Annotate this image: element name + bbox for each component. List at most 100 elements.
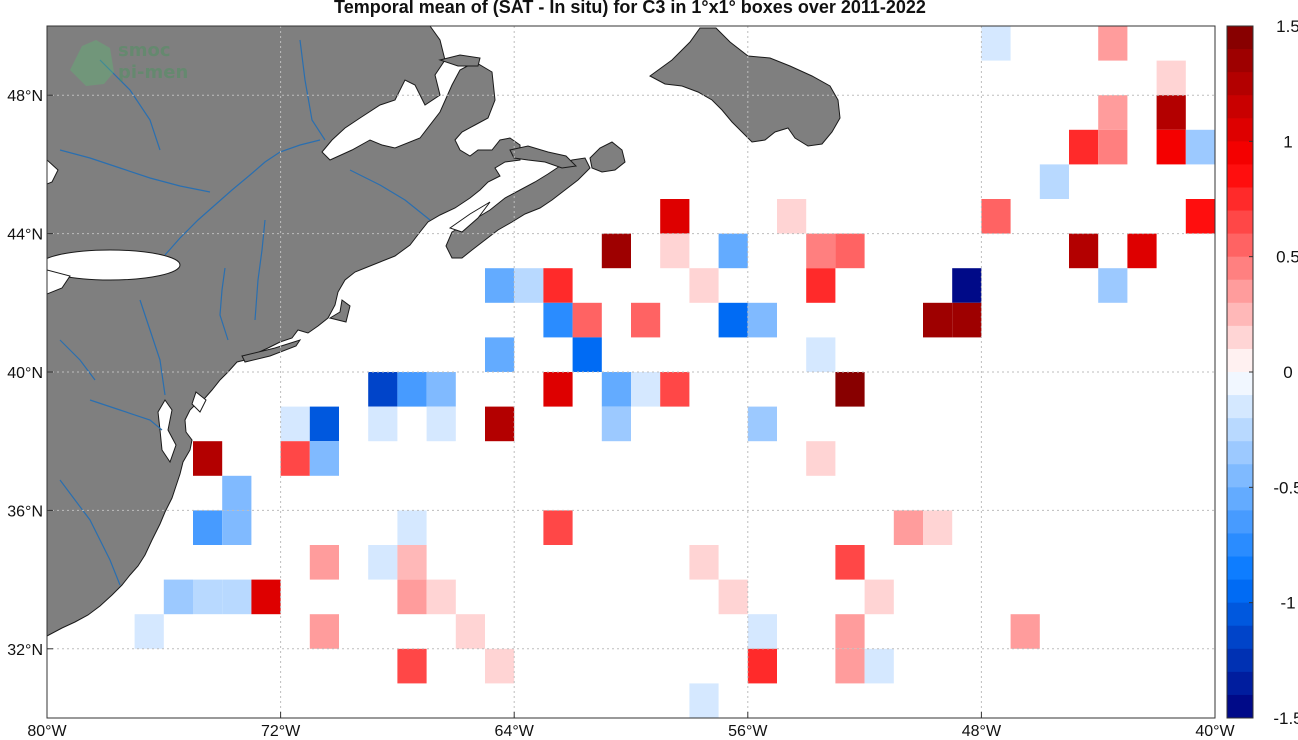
data-cell bbox=[309, 406, 339, 442]
north-america-mainland bbox=[47, 26, 521, 637]
saint-lawrence-river bbox=[164, 139, 321, 256]
data-cell bbox=[864, 579, 894, 615]
x-tick-label: 56°W bbox=[728, 723, 768, 740]
lake-huron bbox=[47, 159, 59, 185]
data-cell bbox=[952, 302, 982, 338]
colorbar-level bbox=[1227, 556, 1253, 581]
data-cell bbox=[1156, 129, 1186, 165]
x-tick-label: 40°W bbox=[1195, 723, 1235, 740]
data-cell bbox=[747, 406, 777, 442]
colorbar-level bbox=[1227, 26, 1253, 50]
data-cell bbox=[952, 268, 982, 303]
data-cell bbox=[309, 545, 339, 580]
colorbar-level bbox=[1227, 671, 1253, 696]
colorbar-level bbox=[1227, 325, 1253, 350]
data-cell bbox=[835, 648, 865, 684]
data-cell bbox=[1098, 129, 1128, 165]
data-cell bbox=[718, 579, 748, 615]
data-cell bbox=[806, 441, 836, 476]
hudson-river bbox=[219, 267, 229, 341]
saint-john-river bbox=[349, 169, 431, 221]
data-cell bbox=[193, 510, 223, 545]
data-cell bbox=[397, 510, 427, 545]
data-cell bbox=[368, 406, 398, 442]
colorbar-level bbox=[1227, 256, 1253, 281]
colorbar-level bbox=[1227, 533, 1253, 558]
data-cell bbox=[601, 406, 631, 442]
logo-text-bottom: pi-men bbox=[118, 62, 188, 83]
data-cell bbox=[280, 406, 310, 442]
data-cell bbox=[1185, 199, 1215, 234]
colorbar-tick-label: -1.5 bbox=[1273, 709, 1298, 728]
data-cell bbox=[485, 268, 515, 303]
x-tick-label: 80°W bbox=[27, 723, 67, 740]
cape-cod bbox=[328, 299, 351, 323]
data-cell bbox=[835, 372, 865, 407]
data-cell bbox=[193, 579, 223, 615]
data-cell bbox=[309, 441, 339, 476]
data-cell bbox=[601, 233, 631, 269]
colorbar-level bbox=[1227, 372, 1253, 396]
data-cell bbox=[455, 614, 485, 649]
data-cell bbox=[1069, 129, 1099, 165]
ottawa-river bbox=[59, 149, 211, 193]
logo-mark bbox=[70, 40, 114, 86]
colorbar-level bbox=[1227, 302, 1253, 327]
data-cell bbox=[1098, 268, 1128, 303]
data-cell bbox=[1156, 60, 1186, 96]
land-mass bbox=[47, 26, 841, 637]
data-cell bbox=[923, 510, 953, 545]
y-tick-label: 48°N bbox=[7, 88, 43, 105]
data-cell bbox=[368, 545, 398, 580]
colorbar-level bbox=[1227, 464, 1253, 488]
southern-river bbox=[59, 479, 121, 586]
data-cell bbox=[1069, 233, 1099, 269]
logo-text-top: smoc bbox=[118, 40, 171, 61]
data-cell bbox=[572, 302, 602, 338]
data-cell bbox=[193, 441, 223, 476]
susquehanna-river bbox=[139, 299, 166, 396]
data-cell bbox=[660, 199, 690, 234]
data-cell bbox=[222, 475, 252, 511]
data-cell bbox=[893, 510, 923, 545]
data-cell bbox=[806, 233, 836, 269]
chart-title: Temporal mean of (SAT - In situ) for C3 … bbox=[334, 0, 926, 17]
data-cell bbox=[514, 268, 544, 303]
colorbar-level bbox=[1227, 187, 1253, 212]
data-cell bbox=[1098, 95, 1128, 130]
data-cell bbox=[777, 199, 807, 234]
data-cell bbox=[864, 648, 894, 684]
western-river bbox=[59, 339, 96, 381]
colorbar-level bbox=[1227, 141, 1253, 165]
colorbar-tick-label: 0 bbox=[1283, 363, 1292, 382]
data-cell bbox=[426, 406, 456, 442]
data-cell bbox=[397, 372, 427, 407]
lake-erie bbox=[47, 269, 71, 295]
data-cell bbox=[397, 579, 427, 615]
colorbar-level bbox=[1227, 233, 1253, 258]
colorbar-tick-label: 1.5 bbox=[1276, 17, 1298, 36]
northern-river-a bbox=[99, 59, 161, 151]
data-cell bbox=[485, 337, 515, 372]
prince-edward-island bbox=[509, 145, 578, 169]
colorbar-level bbox=[1227, 49, 1253, 73]
data-cell bbox=[631, 372, 661, 407]
colorbar-level bbox=[1227, 602, 1253, 627]
data-cell bbox=[718, 233, 748, 269]
data-cell bbox=[806, 337, 836, 372]
lake-ontario bbox=[47, 249, 181, 281]
data-cell bbox=[280, 441, 310, 476]
y-tick-label: 44°N bbox=[7, 227, 43, 244]
data-cell bbox=[981, 199, 1011, 234]
connecticut-river bbox=[254, 219, 266, 321]
x-tick-label: 48°W bbox=[962, 723, 1002, 740]
data-cell bbox=[660, 233, 690, 269]
map-area: smoc pi-men bbox=[47, 26, 1215, 718]
grid-lines bbox=[47, 26, 1215, 718]
nova-scotia bbox=[445, 157, 591, 259]
x-tick-label: 64°W bbox=[495, 723, 535, 740]
colorbar-level bbox=[1227, 441, 1253, 465]
data-cell bbox=[426, 579, 456, 615]
data-cell bbox=[543, 302, 573, 338]
data-cell bbox=[835, 545, 865, 580]
